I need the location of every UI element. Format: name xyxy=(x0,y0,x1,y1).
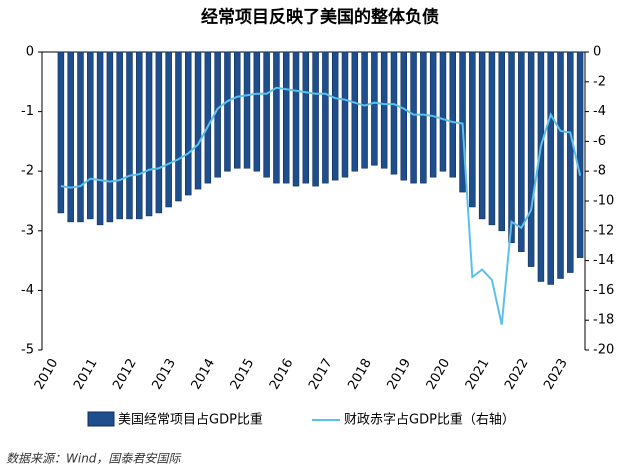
x-tick-label: 2022 xyxy=(502,356,532,392)
bar xyxy=(341,51,349,178)
bar xyxy=(106,51,114,223)
bar xyxy=(175,51,182,202)
bar xyxy=(233,51,241,169)
x-tick-label: 2017 xyxy=(306,356,336,392)
bar xyxy=(567,51,574,273)
bar xyxy=(126,51,133,220)
line xyxy=(60,86,582,325)
bar xyxy=(273,51,280,184)
bar xyxy=(253,51,261,172)
x-tick-label: 2012 xyxy=(110,356,140,392)
bar xyxy=(469,51,476,208)
bar xyxy=(449,51,456,178)
bar xyxy=(155,51,163,214)
bar xyxy=(145,51,153,217)
x-tick-label: 2010 xyxy=(32,356,62,392)
x-tick-label: 2020 xyxy=(424,356,454,392)
bar xyxy=(420,51,427,184)
bar xyxy=(537,51,545,282)
bar xyxy=(67,51,74,223)
bar xyxy=(263,51,270,178)
bar xyxy=(312,51,319,187)
y2-tick-label: -12 xyxy=(593,223,614,238)
y-tick-label: -2 xyxy=(21,164,34,179)
bar xyxy=(390,51,398,175)
y-tick-label: -1 xyxy=(21,104,34,119)
bar xyxy=(87,51,94,220)
bar xyxy=(96,51,104,226)
bar xyxy=(185,51,192,196)
source: 数据来源：Wind，国泰君安国际 xyxy=(6,452,182,466)
bar xyxy=(518,51,525,252)
x-tick-label: 2011 xyxy=(71,356,101,392)
x-tick-label: 2015 xyxy=(228,356,258,392)
bar xyxy=(488,51,496,226)
bar xyxy=(410,51,417,184)
y-tick-label: -4 xyxy=(21,283,34,298)
bar xyxy=(136,51,143,220)
bar xyxy=(508,51,515,244)
bar xyxy=(527,51,535,267)
x-tick-label: 2014 xyxy=(189,356,219,392)
x-tick-label: 2021 xyxy=(463,356,493,392)
y2-tick-label: -4 xyxy=(593,104,606,119)
bar xyxy=(331,51,339,181)
bar xyxy=(322,51,329,184)
y-tick-label: 0 xyxy=(26,45,34,60)
x-tick-label: 2013 xyxy=(149,356,179,392)
legend-swatch xyxy=(87,411,115,427)
legend-label: 美国经常项目占GDP比重 xyxy=(118,412,263,428)
bar xyxy=(282,51,290,184)
y2-tick-label: 0 xyxy=(593,45,601,60)
bar xyxy=(165,51,172,208)
bar xyxy=(547,51,554,285)
bar xyxy=(459,51,466,193)
chart-title: 经常项目反映了美国的整体负债 xyxy=(201,7,439,28)
bar xyxy=(57,51,65,214)
bar xyxy=(380,51,388,169)
bar xyxy=(77,51,84,223)
y-tick-label: -5 xyxy=(21,343,34,358)
bar xyxy=(371,51,378,166)
bar xyxy=(576,51,584,258)
bar xyxy=(194,51,202,190)
bar xyxy=(302,51,310,184)
y2-tick-label: -8 xyxy=(593,164,606,179)
bar xyxy=(243,51,251,169)
bar xyxy=(204,51,212,184)
y2-tick-label: -16 xyxy=(593,283,614,298)
y2-tick-label: -18 xyxy=(593,313,614,328)
bar xyxy=(429,51,437,178)
bar xyxy=(439,51,447,172)
x-tick-label: 2023 xyxy=(541,356,571,392)
bar xyxy=(224,51,231,172)
bar xyxy=(361,51,368,169)
bar xyxy=(292,51,300,187)
y2-tick-label: -6 xyxy=(593,134,606,149)
bar xyxy=(498,51,505,232)
bar xyxy=(214,51,221,178)
y2-tick-label: -2 xyxy=(593,74,606,89)
x-tick-label: 2019 xyxy=(385,356,415,392)
bar xyxy=(478,51,486,220)
y-tick-label: -3 xyxy=(21,223,34,238)
bar xyxy=(400,51,408,181)
y2-tick-label: -10 xyxy=(593,194,614,209)
y2-tick-label: -14 xyxy=(593,253,614,268)
bar xyxy=(351,51,359,172)
bar xyxy=(116,51,123,220)
x-tick-label: 2016 xyxy=(267,356,297,392)
bar xyxy=(557,51,564,279)
legend-label: 财政赤字占GDP比重（右轴） xyxy=(344,412,515,428)
y2-tick-label: -20 xyxy=(593,343,614,358)
x-tick-label: 2018 xyxy=(345,356,375,392)
